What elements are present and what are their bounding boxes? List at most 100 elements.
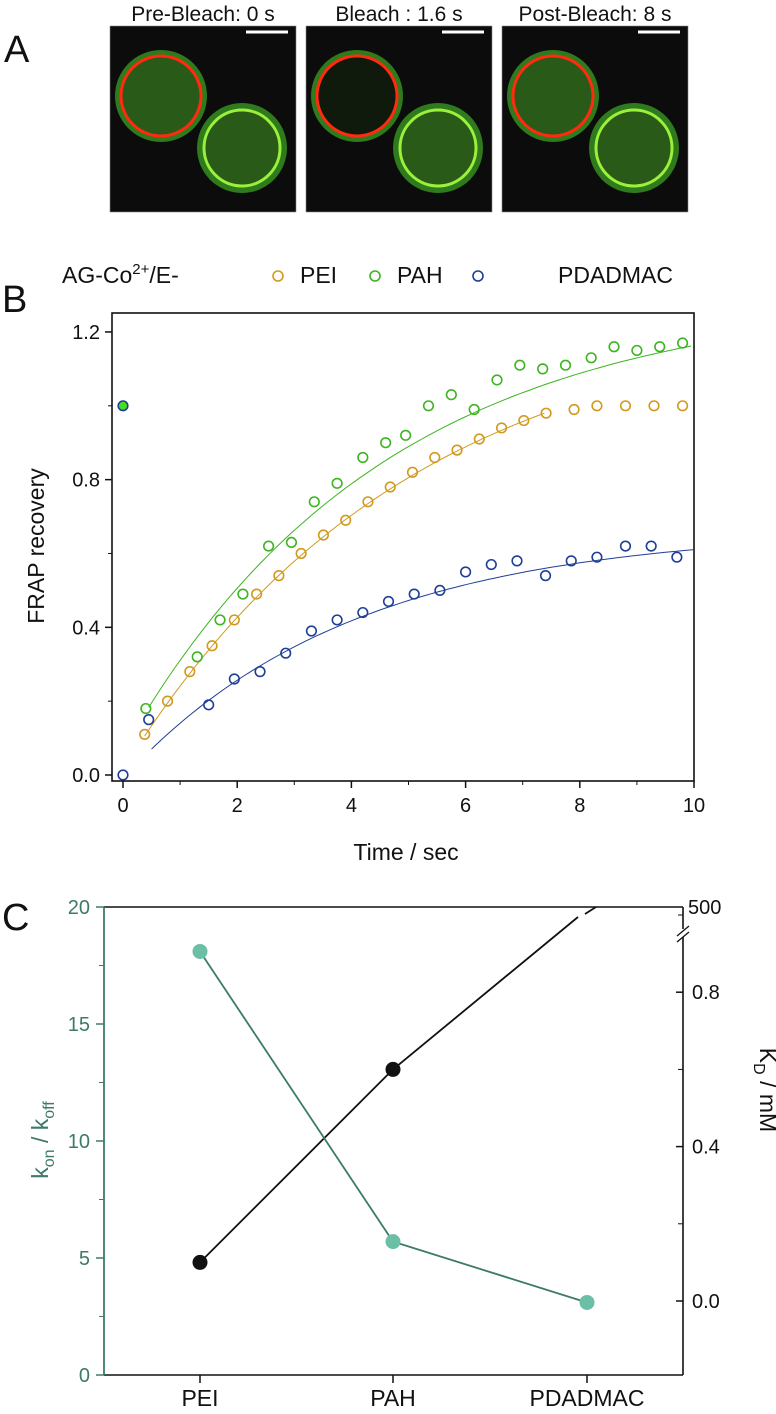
data-point-pdadmac (565, 555, 577, 567)
left-tick-label: 20 (68, 897, 90, 919)
fit-curve-pei (144, 412, 545, 737)
data-point-pah (608, 341, 620, 353)
data-point-pdadmac (382, 595, 395, 608)
frame-title: Post-Bleach: 8 s (519, 3, 672, 26)
data-point-pei (384, 481, 396, 493)
data-point-pah (331, 477, 343, 489)
panel-label-a: A (4, 29, 30, 71)
data-point-pdadmac (671, 551, 683, 563)
left-axis-label: kon / koff (27, 1101, 58, 1179)
droplet-interior (513, 56, 593, 136)
data-point-pdadmac (408, 588, 420, 600)
kd-line (392, 916, 579, 1071)
y-tick-label: 0.4 (72, 617, 100, 639)
data-point-pei (540, 407, 552, 419)
bleach-roi-circle (119, 54, 203, 138)
x-category-label: PEI (181, 1385, 218, 1411)
legend-marker-pah (369, 270, 381, 282)
legend-label-pdadmac: PDADMAC (558, 262, 673, 288)
data-point-pei (251, 588, 263, 600)
data-point-pah (285, 536, 298, 549)
panel-label-c: C (2, 897, 29, 939)
data-point-pah (380, 437, 392, 449)
data-point-pei (518, 414, 530, 427)
data-point-pah (263, 540, 275, 552)
kon-koff-point (385, 1234, 401, 1250)
binding-constants-chart: 500 0 5 10 15 20 0.0 0.4 0.8 PEI PAH PDADMAC (68, 897, 722, 1411)
data-point-pah (631, 344, 643, 357)
data-point-pdadmac (591, 551, 603, 563)
data-point-pah (559, 359, 572, 371)
reference-roi-circle (202, 108, 282, 188)
data-point-pah (491, 374, 503, 386)
x-tick-label: 4 (346, 795, 357, 817)
data-point-pei (184, 666, 196, 678)
kon-koff-point (579, 1294, 595, 1310)
droplet-interior (317, 56, 397, 136)
data-point-pah (400, 429, 412, 441)
data-point-pah (191, 651, 203, 663)
legend-marker-pdadmac (472, 270, 484, 282)
reference-roi-circle (398, 108, 478, 188)
data-point-pah (445, 389, 457, 401)
x-tick-label: 0 (117, 795, 128, 817)
kd-point (192, 1254, 208, 1270)
data-point-pei (362, 496, 374, 508)
data-point-pdadmac (511, 555, 523, 567)
data-point-pdadmac (331, 614, 343, 626)
data-point-pdadmac (305, 625, 318, 637)
legend: AG-Co2+/E- PEI PAH PDADMAC (62, 261, 673, 288)
data-point-pah (468, 403, 480, 416)
left-tick-label: 15 (68, 1014, 90, 1036)
y-axis-label: FRAP recovery (23, 468, 49, 624)
right-break-label: 500 (688, 897, 721, 919)
data-point-pah (357, 451, 369, 464)
data-point-pei (676, 400, 689, 412)
x-tick-label: 6 (460, 795, 471, 817)
plot-frame (111, 312, 695, 782)
data-point-pei (429, 451, 441, 464)
axis-break-mark (676, 925, 690, 943)
data-point-pdadmac (280, 647, 292, 659)
droplet-interior (121, 56, 201, 136)
reference-roi-circle (594, 108, 674, 188)
panel-label-b: B (2, 279, 27, 321)
right-tick-label: 0.8 (692, 982, 720, 1004)
fit-curve-pah (148, 345, 692, 708)
data-point-pei (139, 728, 151, 740)
data-point-pah (585, 352, 597, 364)
data-point-pei (591, 400, 603, 412)
y-tick-label: 0.8 (72, 470, 100, 492)
data-point-pei (161, 695, 174, 707)
legend-title: AG-Co2+/E- (62, 261, 179, 288)
data-point-pdadmac (228, 673, 240, 685)
data-point-pah (676, 337, 689, 349)
fit-curve-pdadmac (151, 549, 695, 750)
right-axis-label: KD / mM (750, 1048, 776, 1132)
legend-label-pah: PAH (397, 262, 443, 288)
data-point-pah (514, 359, 526, 371)
legend-marker-pei (272, 270, 284, 282)
frame-title: Pre-Bleach: 0 s (131, 3, 275, 26)
bleach-roi-circle (511, 54, 595, 138)
data-point-pah (422, 400, 435, 412)
kd-line (199, 1068, 394, 1264)
legend-label-pei: PEI (300, 262, 337, 288)
data-point-pei (340, 514, 352, 526)
data-point-pei (568, 403, 580, 416)
data-point-pei (317, 529, 330, 541)
data-point-pdadmac (434, 584, 446, 597)
data-point-pei (206, 640, 218, 652)
bleach-roi-circle (315, 54, 399, 138)
data-point-pei (648, 400, 660, 412)
data-point-pah (117, 400, 129, 412)
data-point-pei (451, 444, 463, 456)
data-point-pei (273, 570, 285, 582)
x-tick-label: 8 (574, 795, 585, 817)
x-tick-label: 10 (683, 795, 705, 817)
data-point-pei (295, 547, 307, 560)
data-point-pei (228, 614, 240, 626)
x-category-label: PDADMAC (529, 1385, 644, 1411)
y-tick-label: 1.2 (72, 322, 100, 344)
